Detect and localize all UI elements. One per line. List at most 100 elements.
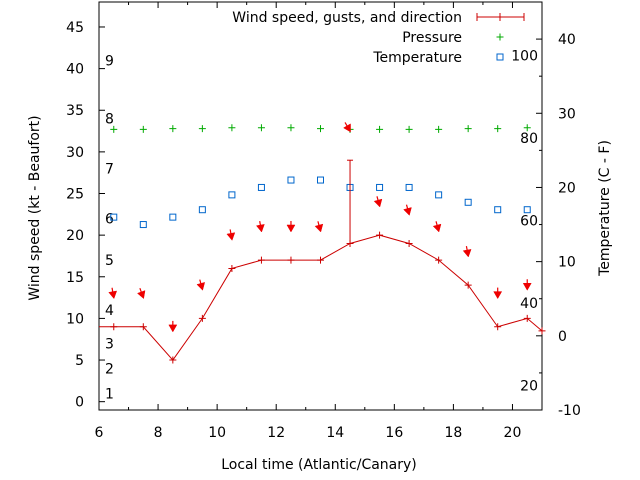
arrow-head [108, 290, 118, 300]
plot-border [98, 1, 543, 411]
arrow-head [343, 123, 351, 133]
beaufort-label: 2 [105, 361, 114, 377]
wind-direction-arrow [462, 246, 472, 258]
wind-direction-arrow [522, 279, 532, 291]
pressure-point [435, 125, 443, 133]
wind-direction-arrows [108, 122, 532, 333]
y-right-tick-label: 30 [558, 106, 576, 122]
wind-direction-arrow [255, 221, 265, 233]
pressure-series [110, 33, 531, 133]
wind-point [405, 239, 413, 247]
x-tick-label: 8 [154, 425, 163, 441]
wind-point [228, 264, 236, 272]
fahrenheit-label: 80 [520, 131, 538, 147]
wind-direction-arrow [373, 196, 383, 208]
wind-point [464, 281, 472, 289]
y-left-tick-label: 40 [66, 62, 84, 78]
arrow-head [226, 232, 236, 241]
pressure-point [317, 125, 324, 133]
wind-point [169, 356, 177, 364]
pressure-point [198, 125, 206, 133]
wind-point [376, 231, 384, 239]
fahrenheit-label: 40 [520, 296, 538, 312]
arrow-head [196, 282, 206, 291]
wind-direction-arrow [343, 122, 351, 133]
x-tick-label: 10 [208, 425, 226, 441]
fahrenheit-label: 100 [511, 49, 538, 65]
temperature-point [523, 206, 531, 214]
temperature-point [110, 213, 118, 221]
y-right-axis-ticks: -10 0 10 20 30 40 [536, 32, 581, 419]
wind-direction-arrow [493, 287, 503, 300]
arrow-head [522, 283, 532, 291]
x-tick-label: 20 [504, 425, 522, 441]
y-left-tick-label: 45 [66, 20, 84, 36]
pressure-point [228, 124, 236, 132]
y-left-tick-label: 35 [66, 103, 84, 119]
x-tick-label: 18 [444, 425, 462, 441]
wind-point [538, 327, 546, 335]
y-left-tick-label: 10 [66, 311, 84, 327]
legend-temperature-label: Temperature [372, 50, 462, 66]
arrow-head [255, 224, 265, 233]
wind-direction-arrow [314, 221, 324, 233]
arrow-head [314, 223, 324, 233]
y-left-tick-label: 15 [66, 270, 84, 286]
temperature-point [169, 213, 177, 221]
wind-direction-arrow [196, 279, 206, 291]
arrow-head [136, 290, 146, 300]
y-right-tick-label: 40 [558, 32, 576, 48]
temperature-point [257, 183, 265, 191]
arrow-head [373, 198, 383, 208]
arrow-head [168, 324, 178, 333]
wind-point [287, 256, 295, 264]
y-left-axis-ticks: 0 5 10 15 20 25 30 35 40 45 [66, 20, 105, 411]
plot-frame [98, 1, 543, 411]
beaufort-label: 9 [105, 53, 114, 69]
y-left-tick-label: 20 [66, 228, 84, 244]
x-tick-label: 6 [95, 425, 104, 441]
x-axis-ticks: 6 8 10 12 14 16 18 20 [95, 2, 522, 441]
pressure-point [287, 124, 295, 132]
arrow-head [286, 224, 296, 233]
wind-direction-arrow [403, 204, 412, 216]
pressure-point [169, 125, 177, 133]
y-right-axis-label: Temperature (C - F) [597, 140, 613, 277]
temperature-point [376, 183, 384, 191]
wind-direction-arrow [226, 229, 236, 241]
pressure-point [110, 125, 118, 133]
wind-direction-arrow [168, 320, 178, 333]
wind-point [317, 256, 324, 264]
legend: Wind speed, gusts, and direction Pressur… [232, 10, 524, 66]
y-right-tick-label: 0 [558, 329, 567, 345]
arrow-head [493, 291, 503, 300]
wind-direction-arrow [136, 287, 146, 300]
wind-point [139, 323, 147, 331]
arrow-head [432, 223, 442, 233]
arrow-head [403, 207, 412, 216]
beaufort-label: 6 [105, 211, 114, 227]
wind-point [435, 256, 443, 264]
fahrenheit-label: 60 [520, 213, 538, 229]
y-left-axis-label: Wind speed (kt - Beaufort) [27, 115, 43, 300]
wind-point [494, 323, 502, 331]
fahrenheit-labels: 20 40 60 80 100 [511, 49, 538, 395]
temperature-series [110, 53, 531, 229]
pressure-point [257, 124, 265, 132]
x-tick-label: 16 [385, 425, 403, 441]
temperature-point [464, 198, 472, 206]
beaufort-label: 8 [105, 112, 114, 128]
wind-direction-arrow [432, 221, 442, 233]
y-right-tick-label: -10 [558, 403, 581, 419]
wind-direction-arrow [108, 287, 118, 300]
arrow-head [462, 249, 472, 258]
fahrenheit-label: 20 [520, 378, 538, 394]
pressure-point [376, 125, 384, 133]
beaufort-label: 3 [105, 336, 114, 352]
wind-series [99, 13, 546, 364]
beaufort-label: 7 [105, 162, 114, 178]
x-tick-label: 14 [326, 425, 344, 441]
y-left-tick-label: 30 [66, 145, 84, 161]
beaufort-labels: 1 2 3 4 5 6 7 8 9 [105, 53, 114, 402]
